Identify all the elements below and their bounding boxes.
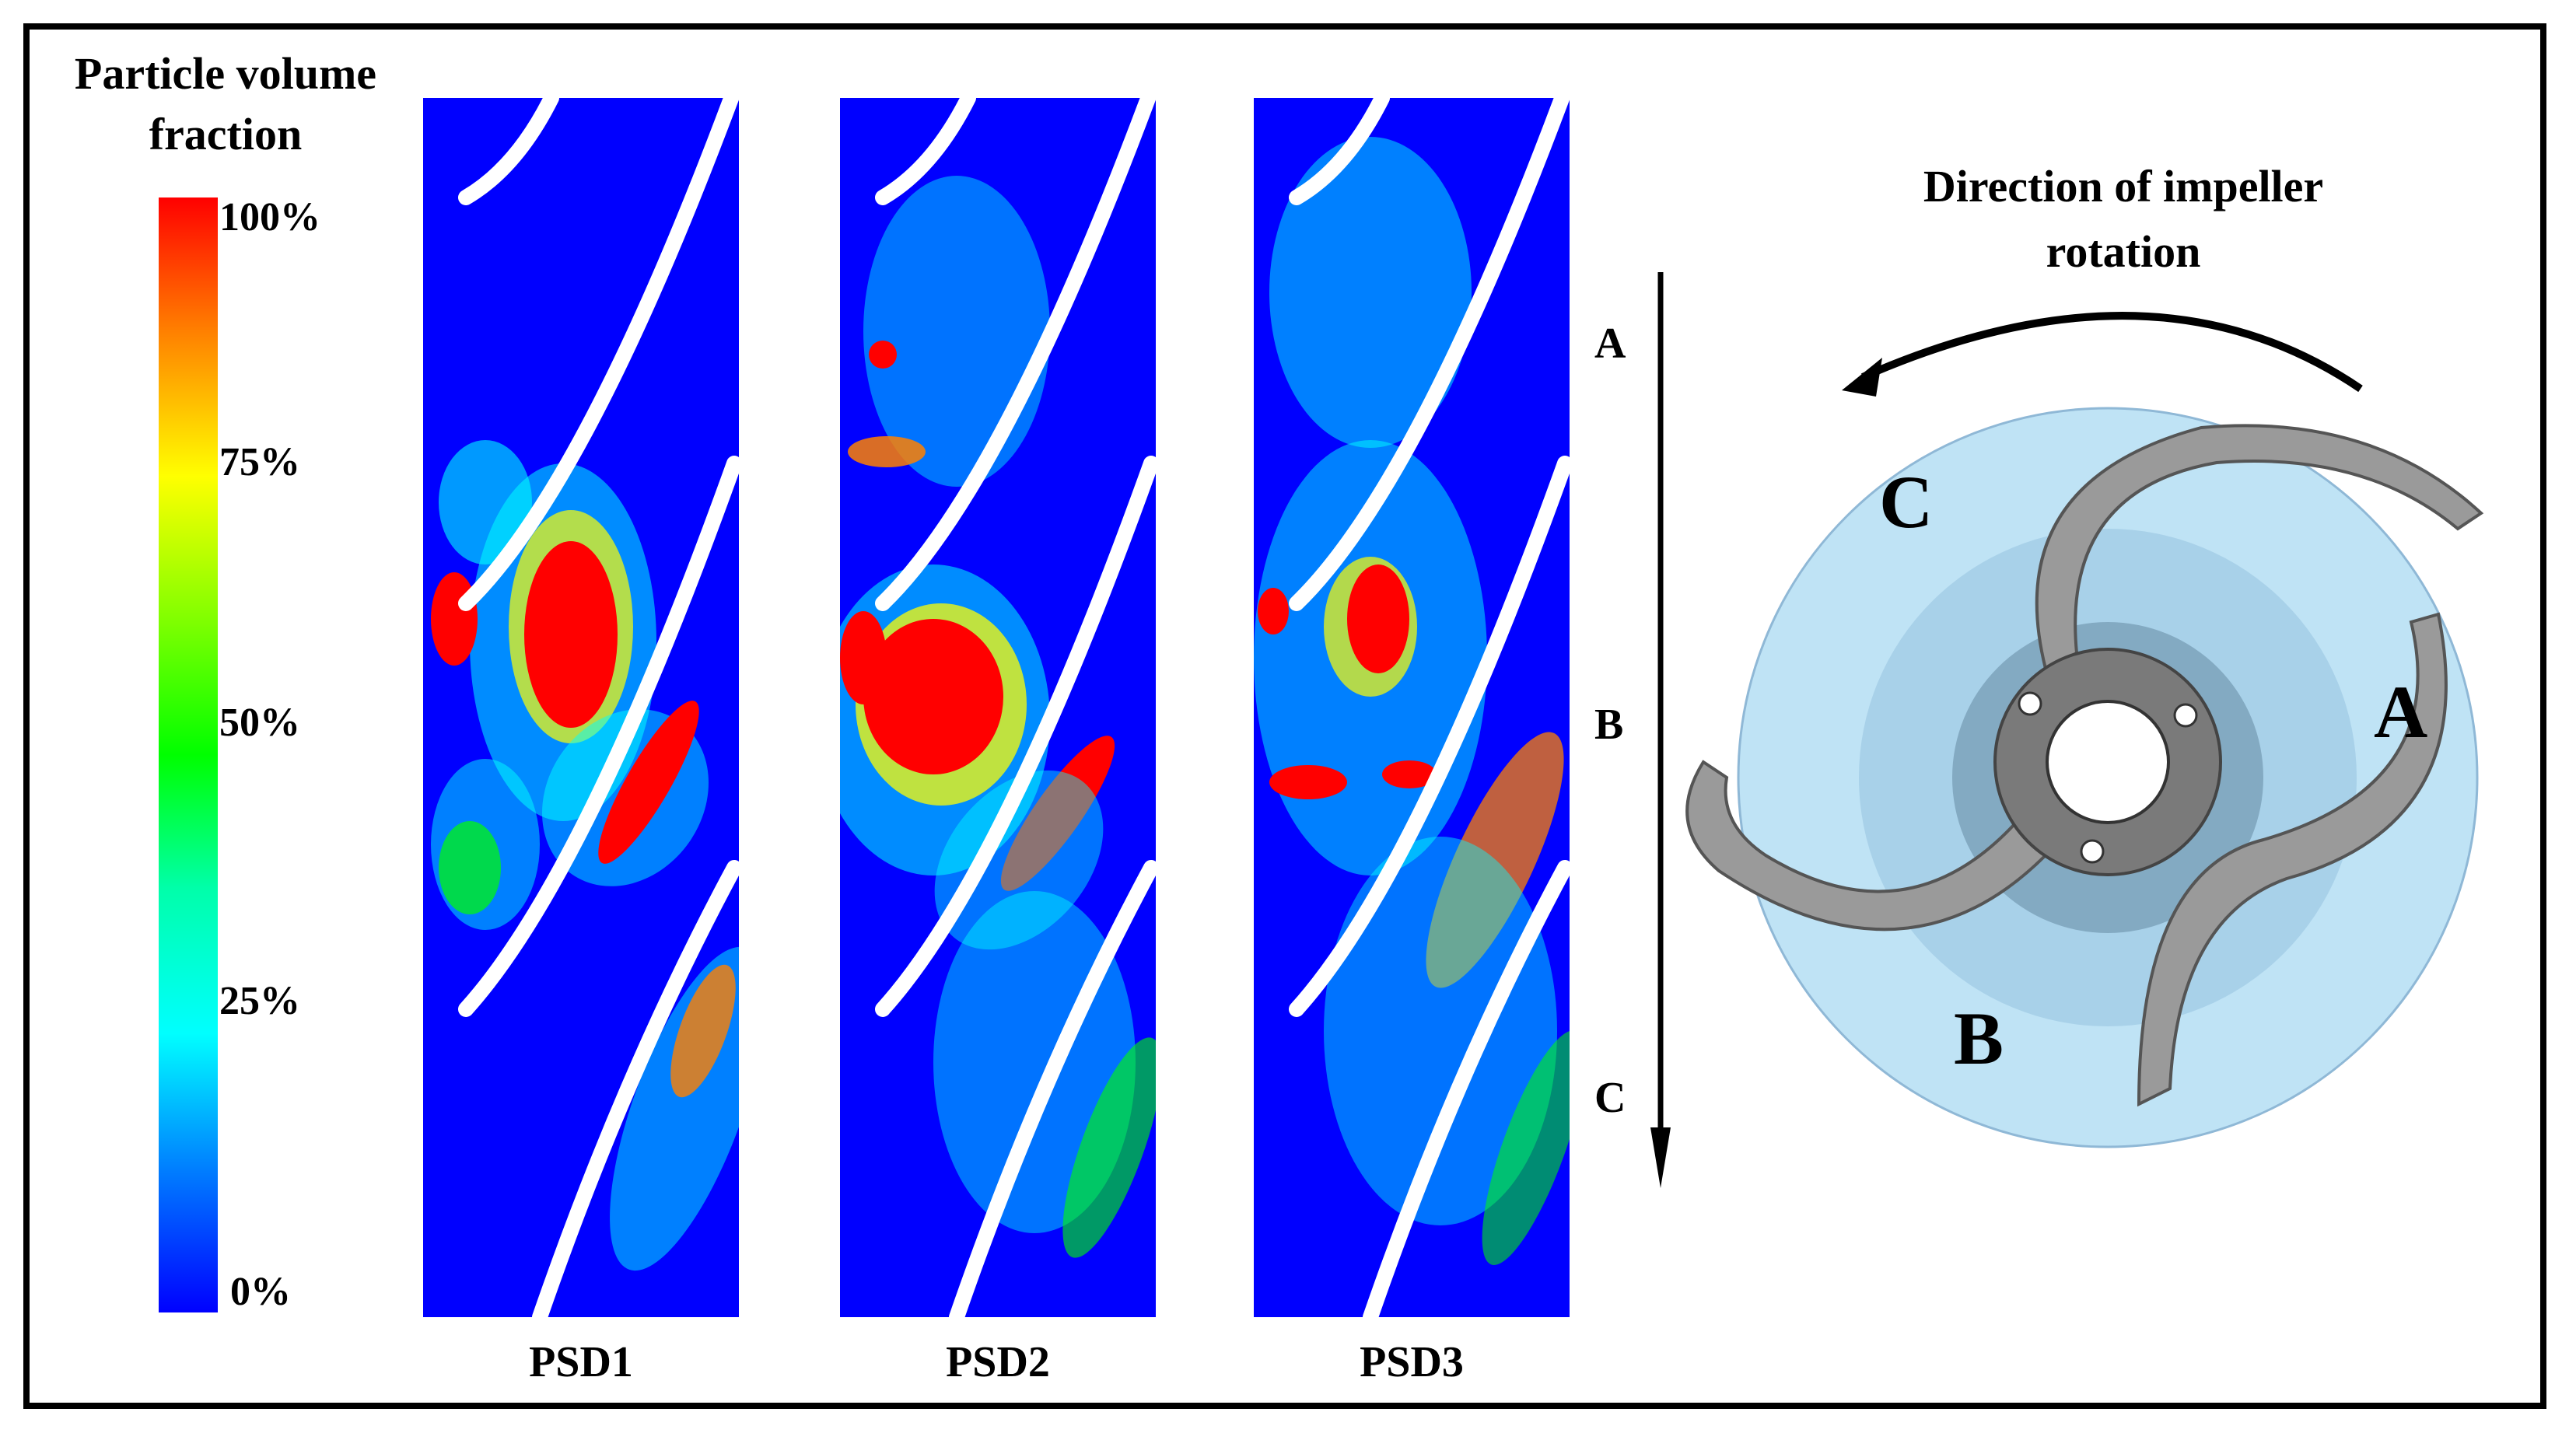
- position-label-a: A: [1594, 320, 1626, 368]
- rotation-arrow: [1860, 312, 2363, 393]
- impeller-blade-1: [2035, 424, 2484, 671]
- impeller-blade-3: [1685, 760, 2048, 931]
- impeller-diagram: [1685, 312, 2484, 1148]
- impeller-title-line2: rotation: [2046, 226, 2201, 277]
- panel-label-psd1: PSD1: [529, 1338, 633, 1386]
- colorbar-tick-25: 25%: [219, 979, 300, 1023]
- impeller-label-b: B: [1954, 997, 2004, 1080]
- colorbar-tick-100: 100%: [219, 195, 320, 239]
- panel-label-psd3: PSD3: [1360, 1338, 1464, 1386]
- impeller-bolt-hole-2: [2173, 703, 2198, 728]
- impeller-label-c: C: [1879, 460, 1934, 543]
- rotation-arrowhead: [1842, 358, 1882, 397]
- colorbar-tick-75: 75%: [219, 440, 300, 484]
- panel-label-psd2: PSD2: [946, 1338, 1050, 1386]
- impeller-shaft-hole: [2046, 700, 2170, 824]
- contour-panel-psd2: [840, 98, 1156, 1317]
- contour-panel-psd1: [423, 98, 739, 1317]
- position-label-c: C: [1594, 1074, 1626, 1122]
- impeller-bolt-hole-1: [2018, 691, 2042, 716]
- flow-direction-arrow: [1650, 272, 1671, 1188]
- impeller-blade-2: [2137, 612, 2448, 1107]
- colorbar: [159, 197, 218, 1312]
- colorbar-tick-0: 0%: [230, 1270, 291, 1314]
- colorbar-tick-50: 50%: [219, 701, 300, 745]
- contour-panel-psd3: [1254, 98, 1570, 1317]
- position-label-b: B: [1594, 701, 1624, 749]
- impeller-title-line1: Direction of impeller: [1923, 161, 2324, 211]
- impeller-rotation-title: Direction of impeller rotation: [1812, 154, 2434, 285]
- legend-title: Particle volume fraction: [31, 44, 420, 165]
- impeller-label-a: A: [2374, 670, 2428, 753]
- impeller-bolt-hole-3: [2080, 839, 2105, 864]
- legend-title-line2: fraction: [149, 109, 303, 159]
- legend-title-line1: Particle volume: [74, 48, 377, 99]
